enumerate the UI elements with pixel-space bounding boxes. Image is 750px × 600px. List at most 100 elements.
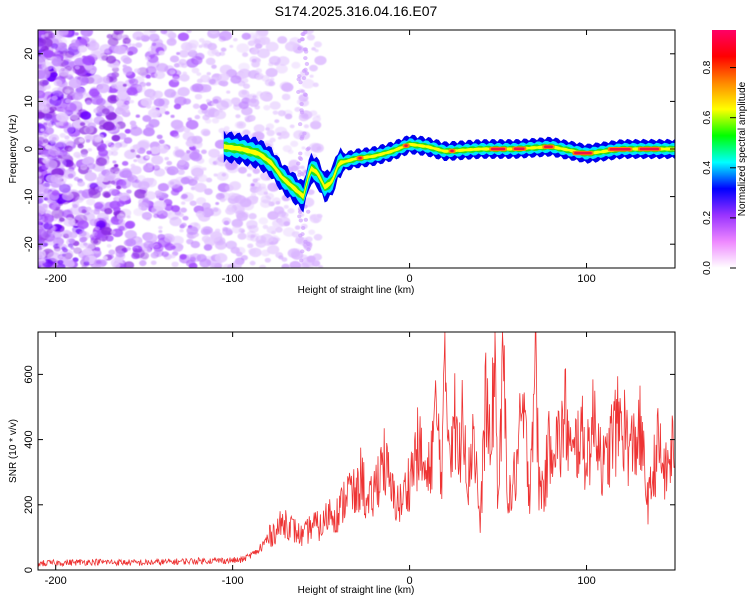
noise-speckle: [211, 49, 219, 55]
noise-speckle: [219, 64, 233, 75]
noise-speckle: [309, 110, 318, 117]
noise-speckle: [87, 147, 93, 152]
noise-speckle: [277, 136, 282, 140]
noise-speckle: [289, 260, 302, 268]
noise-speckle: [180, 177, 191, 185]
noise-speckle: [199, 103, 209, 111]
noise-speckle: [230, 75, 242, 84]
noise-speckle: [312, 115, 321, 123]
noise-speckle: [181, 201, 186, 205]
ridge-peak-segment: [490, 147, 506, 151]
noise-speckle: [82, 247, 93, 256]
noise-speckle: [228, 192, 237, 199]
noise-speckle: [104, 172, 116, 181]
noise-speckle: [180, 207, 187, 213]
snr-frame: [37, 331, 676, 571]
noise-speckle: [110, 180, 116, 185]
noise-speckle: [110, 144, 120, 152]
noise-speckle: [90, 86, 99, 94]
noise-speckle: [265, 123, 275, 130]
noise-speckle: [77, 220, 89, 230]
noise-speckle: [86, 198, 96, 206]
ridge-peak-segment: [574, 151, 592, 155]
colorbar-label: Normalized spectral amplitude: [737, 81, 748, 216]
noise-speckle: [48, 146, 61, 156]
noise-speckle: [135, 114, 141, 118]
noise-speckle: [271, 197, 281, 205]
noise-speckle: [182, 215, 189, 221]
noise-speckle: [171, 261, 179, 268]
noise-speckle: [115, 250, 125, 258]
noise-speckle: [80, 111, 92, 120]
noise-speckle: [79, 242, 87, 249]
noise-speckle: [111, 228, 123, 238]
noise-speckle: [38, 42, 46, 50]
noise-speckle: [283, 204, 289, 209]
noise-speckle: [99, 143, 107, 149]
noise-speckle: [63, 122, 69, 127]
noise-speckle: [173, 133, 180, 139]
noise-speckle: [216, 171, 229, 181]
ridge-peak-segment: [358, 156, 362, 160]
noise-speckle: [129, 99, 135, 104]
noise-speckle: [248, 98, 260, 108]
noise-speckle: [80, 30, 94, 37]
noise-speckle: [111, 83, 117, 89]
noise-speckle: [255, 68, 263, 74]
noise-speckle: [60, 103, 68, 108]
noise-speckle: [250, 235, 259, 242]
noise-speckle: [56, 42, 68, 51]
noise-speckle: [219, 51, 226, 56]
noise-speckle: [196, 72, 202, 76]
noise-speckle: [81, 255, 90, 262]
noise-speckle: [114, 107, 125, 115]
noise-speckle: [198, 38, 205, 43]
noise-speckle: [235, 114, 241, 119]
noise-speckle: [284, 113, 293, 120]
noise-speckle: [202, 114, 210, 121]
noise-speckle: [43, 31, 55, 40]
noise-speckle: [281, 257, 288, 262]
noise-speckle: [230, 97, 241, 105]
noise-speckle: [47, 251, 60, 262]
noise-speckle: [119, 46, 130, 54]
noise-speckle: [205, 99, 211, 103]
noise-speckle: [131, 43, 136, 47]
noise-speckle: [170, 245, 176, 250]
noise-speckle: [303, 217, 309, 222]
noise-speckle: [145, 74, 152, 79]
noise-speckle: [211, 64, 217, 69]
noise-speckle: [255, 30, 268, 38]
spectrogram-ridge: [223, 130, 675, 213]
noise-speckle: [316, 213, 323, 219]
noise-speckle: [72, 119, 84, 129]
noise-speckle: [208, 30, 219, 35]
noise-speckle: [154, 190, 163, 197]
noise-speckle: [38, 139, 43, 146]
noise-speckle: [172, 76, 180, 83]
noise-speckle: [67, 243, 74, 248]
noise-speckle: [209, 262, 222, 268]
noise-speckle: [87, 122, 97, 129]
noise-speckle: [104, 140, 112, 146]
noise-speckle: [151, 155, 164, 165]
noise-speckle: [116, 185, 122, 190]
noise-speckle: [79, 164, 88, 171]
noise-speckle: [48, 134, 60, 143]
noise-speckle: [62, 159, 72, 167]
noise-speckle: [55, 206, 61, 211]
noise-speckle: [146, 248, 152, 253]
noise-speckle: [55, 112, 69, 122]
noise-speckle: [249, 247, 262, 258]
noise-speckle: [111, 150, 119, 156]
noise-speckle: [226, 90, 231, 94]
noise-speckle: [59, 183, 71, 193]
noise-speckle: [106, 168, 114, 175]
noise-speckle: [152, 252, 158, 257]
noise-speckle: [298, 218, 304, 223]
noise-speckle: [275, 226, 283, 233]
noise-speckle: [75, 154, 82, 159]
noise-speckle: [262, 224, 269, 230]
noise-speckle: [174, 96, 187, 106]
ridge-peak-segment: [609, 147, 631, 151]
